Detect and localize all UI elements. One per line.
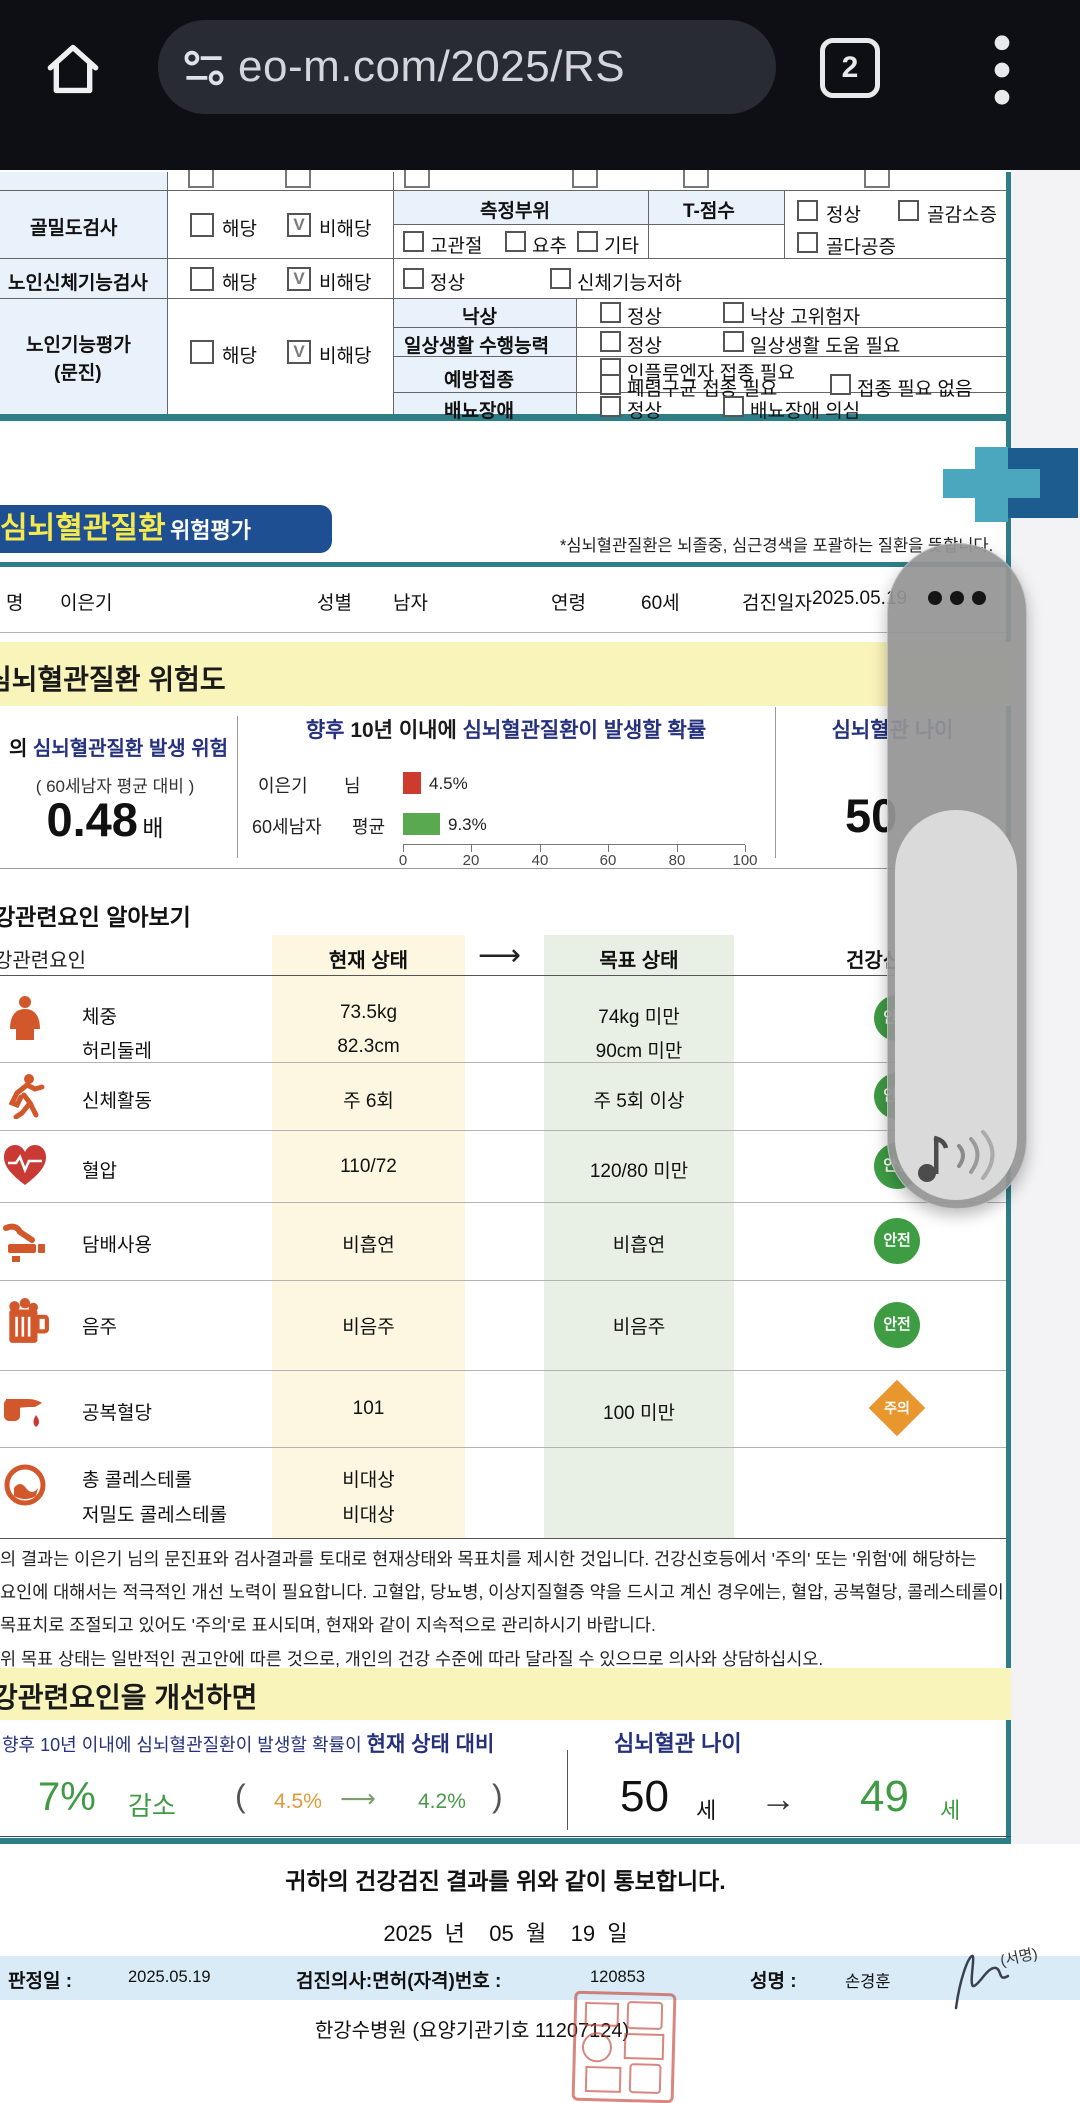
blood-glucose-icon <box>4 1399 42 1427</box>
row-label: 골밀도검사 <box>30 218 118 239</box>
checkbox-option[interactable] <box>550 268 571 289</box>
alcohol-icon <box>9 1298 49 1343</box>
home-icon[interactable] <box>42 38 104 100</box>
checkbox-yes[interactable] <box>190 267 214 291</box>
checkbox-eval[interactable] <box>600 302 621 323</box>
chart-bar <box>403 772 421 794</box>
checkbox-result[interactable] <box>797 200 818 221</box>
smoking-icon <box>3 1223 45 1262</box>
pill-dot <box>972 591 986 605</box>
checkbox-option[interactable] <box>403 268 424 289</box>
document-bottom-border <box>0 1838 1011 1844</box>
report-date: 2025 년 05 월 19 일 <box>383 1921 628 1946</box>
checkbox-site[interactable] <box>505 231 526 252</box>
checkbox-no-checked[interactable]: V <box>287 340 311 364</box>
pill-dot <box>950 591 964 605</box>
checkbox-site[interactable] <box>577 231 598 252</box>
status-badge: 안전 <box>874 1302 920 1348</box>
status-badge: 안전 <box>874 1218 920 1264</box>
checkbox-eval[interactable] <box>723 331 744 352</box>
site-settings-icon[interactable] <box>182 46 226 90</box>
cut-checkbox-stub <box>864 170 890 188</box>
tscore-header: T-점수 <box>683 201 735 222</box>
result-note-line: 요인에 대해서는 적극적인 개선 노력이 필요합니다. 고혈압, 당뇨병, 이상… <box>0 1582 1004 1602</box>
floating-assistant-pill[interactable] <box>887 543 1027 1209</box>
factors-title: 강관련요인 알아보기 <box>0 904 191 930</box>
chart-axis <box>403 844 745 845</box>
risk-ratio-value: 0.48 <box>46 793 138 846</box>
checkbox-eval[interactable] <box>600 331 621 352</box>
risk-banner: 심뇌혈관질환 위험도 <box>0 642 1011 706</box>
checkbox-eval[interactable] <box>723 396 744 417</box>
notice-text: 귀하의 건강검진 결과를 위와 같이 통보합니다. <box>285 1868 726 1894</box>
checkbox-result[interactable] <box>898 200 919 221</box>
cut-checkbox-stub <box>404 170 430 188</box>
hospital-name: 한강수병원 (요양기관기호 11207124) <box>314 2020 630 2042</box>
pill-inner-panel[interactable] <box>895 810 1017 1200</box>
column-divider <box>775 707 776 858</box>
certification-bar: 판정일 : 2025.05.19 검진의사:면허(자격)번호 : 120853 … <box>0 1956 1080 2000</box>
cvd-title-sub: 위험평가 <box>170 518 252 543</box>
cut-checkbox-stub <box>188 170 214 188</box>
signature-scribble <box>954 1954 1010 2010</box>
table-bottom-border <box>0 414 1011 421</box>
pill-dot <box>928 591 942 605</box>
url-bar[interactable]: eo-m.com/2025/RS <box>158 20 776 114</box>
improve-banner: 강관련요인을 개선하면 <box>0 1668 1011 1720</box>
result-note-line: 위 목표 상태는 일반적인 권고안에 따른 것으로, 개인의 건강 수준에 따라… <box>0 1649 824 1669</box>
column-divider <box>567 1750 568 1830</box>
site-header: 측정부위 <box>480 201 550 222</box>
tab-count: 2 <box>841 51 859 84</box>
physical-activity-icon <box>8 1074 45 1119</box>
checkbox-no-checked[interactable]: V <box>287 213 311 237</box>
result-note-line: 의 결과는 이은기 님의 문진표와 검사결과를 토대로 현재상태와 목표치를 제… <box>0 1549 977 1569</box>
divider-rule <box>0 562 1011 567</box>
cut-checkbox-stub <box>683 170 709 188</box>
checkbox-eval[interactable] <box>600 396 621 417</box>
tab-switcher[interactable]: 2 <box>820 38 880 98</box>
status-badge: 주의 <box>868 1379 926 1437</box>
checkbox-eval[interactable] <box>600 374 621 395</box>
column-divider <box>237 716 238 858</box>
checkbox-eval[interactable] <box>723 302 744 323</box>
url-text: eo-m.com/2025/RS <box>238 42 626 91</box>
row-label: 노인기능평가 <box>26 335 131 356</box>
chart-bar <box>403 813 441 835</box>
cvd-title-badge: 심뇌혈관질환 위험평가 <box>0 505 332 553</box>
row-label: 노인신체기능검사 <box>8 273 148 294</box>
blood-pressure-icon <box>4 1145 46 1185</box>
menu-icon[interactable] <box>985 32 1019 108</box>
checkbox-result[interactable] <box>797 232 818 253</box>
cvd-title-main: 심뇌혈관질환 <box>0 512 166 545</box>
cut-checkbox-stub <box>285 170 311 188</box>
cut-checkbox-stub <box>572 170 598 188</box>
body-weight-icon <box>10 996 40 1040</box>
checkbox-site[interactable] <box>403 231 424 252</box>
result-note-line: 목표치로 조절되고 있어도 '주의'로 표시되며, 현재와 같이 지속적으로 관… <box>0 1615 656 1635</box>
checkbox-yes[interactable] <box>190 213 214 237</box>
checkbox-yes[interactable] <box>190 340 214 364</box>
checkbox-eval[interactable] <box>830 374 851 395</box>
cvd-note: *심뇌혈관질환은 뇌졸중, 심근경색을 포괄하는 질환을 뜻합니다. <box>560 537 994 555</box>
browser-toolbar: eo-m.com/2025/RS 2 <box>0 0 1080 170</box>
hospital-stamp-icon <box>571 1990 677 2103</box>
checkbox-no-checked[interactable]: V <box>287 267 311 291</box>
cholesterol-icon <box>4 1464 46 1506</box>
music-note-icon[interactable] <box>911 1126 1003 1186</box>
